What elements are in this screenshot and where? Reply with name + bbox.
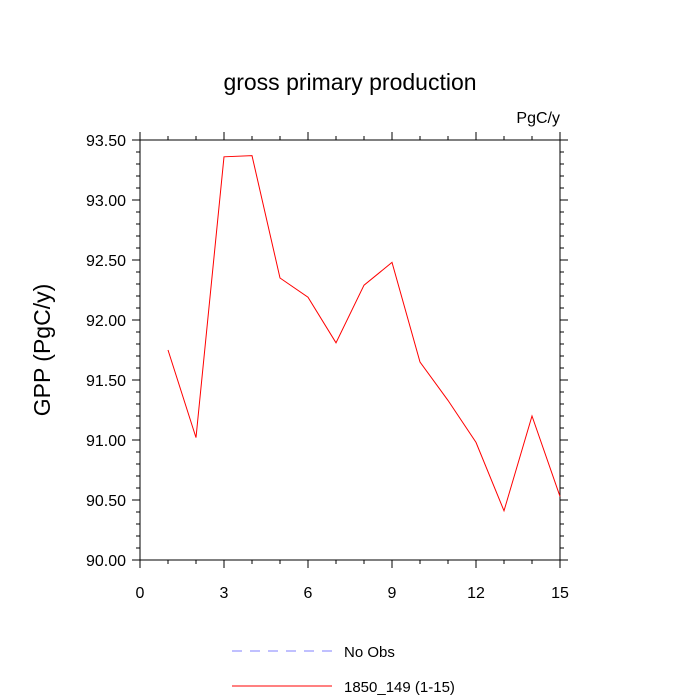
axis-ticks — [132, 132, 568, 568]
plot-frame — [139, 139, 561, 561]
x-tick-label: 15 — [551, 585, 569, 602]
legend-label: 1850_149 (1-15) — [344, 679, 455, 696]
y-tick-label: 91.00 — [86, 433, 126, 450]
units-label: PgC/y — [516, 110, 560, 127]
chart-title: gross primary production — [223, 69, 476, 95]
series-line — [167, 155, 561, 513]
series-layer — [167, 155, 561, 513]
x-tick-label: 12 — [467, 585, 485, 602]
x-tick-label: 0 — [136, 585, 145, 602]
x-tick-label: 3 — [220, 585, 229, 602]
y-tick-label: 91.50 — [86, 373, 126, 390]
x-tick-label: 6 — [304, 585, 313, 602]
y-tick-label: 90.50 — [86, 493, 126, 510]
x-tick-label: 9 — [388, 585, 397, 602]
y-tick-label: 92.50 — [86, 253, 126, 270]
tick-labels: 90.00 90.50 91.00 91.50 92.00 92.50 93.00 93.50… — [86, 133, 569, 602]
y-tick-label: 92.00 — [86, 313, 126, 330]
y-tick-label: 93.00 — [86, 193, 126, 210]
y-tick-label: 90.00 — [86, 553, 126, 570]
legend: No Obs 1850_149 (1-15) — [232, 644, 455, 696]
y-axis-label: GPP (PgC/y) — [29, 284, 55, 417]
y-tick-label: 93.50 — [86, 133, 126, 150]
legend-label: No Obs — [344, 644, 395, 661]
